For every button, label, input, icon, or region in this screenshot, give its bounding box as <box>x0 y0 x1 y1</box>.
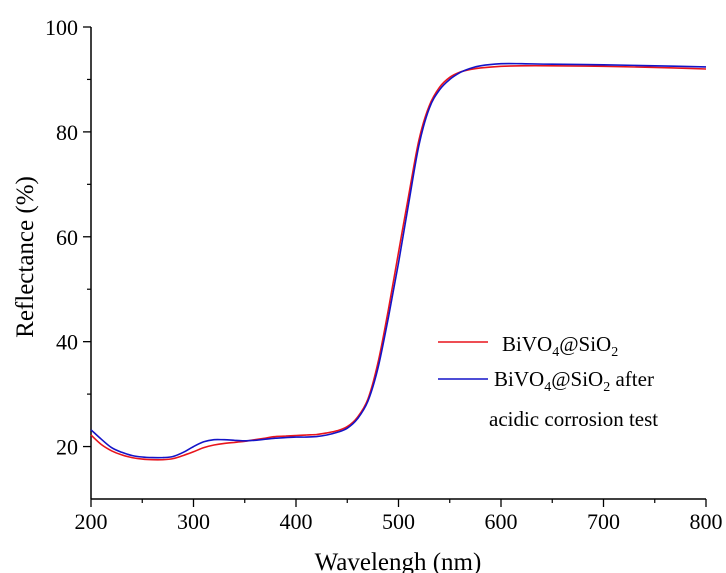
tick-labels: 200 300 400 500 600 700 800 20 40 60 80 100 <box>45 15 723 534</box>
ticks <box>83 26 707 507</box>
legend: BiVO4@SiO2 BiVO4@SiO2 after acidic corro… <box>438 332 658 431</box>
legend-label-series-2: BiVO4@SiO2 after <box>494 367 654 395</box>
y-tick-label-40: 40 <box>56 330 78 355</box>
legend-label-series-2-line-2: acidic corrosion test <box>489 407 658 431</box>
y-tick-label-100: 100 <box>45 15 78 40</box>
y-tick-label-80: 80 <box>56 120 78 145</box>
x-tick-label-500: 500 <box>382 509 415 534</box>
x-tick-label-600: 600 <box>485 509 518 534</box>
series-lines <box>90 62 707 461</box>
x-axis-label: Wavelengh (nm) <box>315 549 482 573</box>
x-tick-label-300: 300 <box>177 509 210 534</box>
legend-label-series-1: BiVO4@SiO2 <box>502 332 618 360</box>
series-line-2 <box>90 62 707 459</box>
x-tick-label-400: 400 <box>280 509 313 534</box>
y-tick-label-60: 60 <box>56 225 78 250</box>
y-axis-label: Reflectance (%) <box>12 176 39 338</box>
x-tick-label-200: 200 <box>75 509 108 534</box>
y-tick-label-20: 20 <box>56 435 78 460</box>
x-tick-label-700: 700 <box>587 509 620 534</box>
x-tick-label-800: 800 <box>690 509 723 534</box>
